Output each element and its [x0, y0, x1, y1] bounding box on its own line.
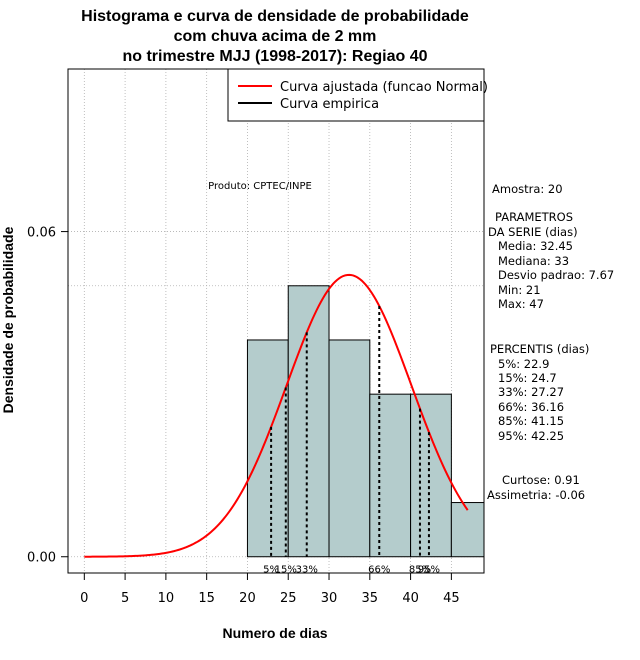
chart-title-line-3: no trimestre MJJ (1998-2017): Regiao 40 — [122, 48, 427, 65]
stat-percentis-heading: PERCENTIS (dias) — [490, 342, 589, 356]
x-tick-label-0: 0 — [80, 591, 88, 606]
stat-p85: 85%: 41.15 — [498, 414, 564, 428]
percentile-label-1: 15% — [275, 565, 297, 576]
hist-bar-2 — [328, 339, 371, 558]
stat-p95: 95%: 42.25 — [498, 429, 564, 443]
stat-mediana: Mediana: 33 — [498, 254, 569, 268]
stat-max: Max: 47 — [498, 297, 544, 311]
legend-box — [227, 68, 485, 122]
y-axis-title: Densidade de probabilidade — [0, 226, 16, 413]
percentile-label-3: 66% — [368, 565, 390, 576]
stat-p5: 5%: 22.9 — [498, 357, 549, 371]
percentile-label-4: 85% — [409, 565, 431, 576]
x-tick-label-6: 30 — [321, 591, 338, 606]
hist-bar-3 — [369, 393, 412, 558]
stat-min: Min: 21 — [498, 283, 541, 297]
legend: Curva ajustada (funcao Normal) Curva emp… — [227, 68, 488, 122]
stat-curtose: Curtose: 0.91 — [502, 473, 580, 487]
legend-label-empirical: Curva empirica — [280, 97, 379, 112]
x-tick-label-5: 25 — [280, 591, 297, 606]
x-tick-label-9: 45 — [443, 591, 460, 606]
histogram-bars — [246, 285, 485, 558]
x-tick-label-1: 5 — [121, 591, 129, 606]
percentile-label-5: 95% — [418, 565, 440, 576]
stat-parametros-heading: PARAMETROS — [495, 210, 573, 224]
chart-title-line-2: com chuva acima de 2 mm — [174, 28, 377, 45]
hist-bar-4 — [410, 393, 452, 558]
normal-fit-curve-layer — [84, 273, 469, 558]
stat-assimetria: Assimetria: -0.06 — [487, 488, 585, 502]
hist-bar-1 — [287, 285, 330, 558]
stat-media: Media: 32.45 — [498, 239, 573, 253]
legend-label-fitted: Curva ajustada (funcao Normal) — [280, 80, 488, 95]
y-tick-label-0: 0.00 — [27, 551, 56, 566]
stat-desvio-padrao: Desvio padrao: 7.67 — [498, 268, 614, 282]
stat-p33: 33%: 27.27 — [498, 385, 564, 399]
stat-amostra: Amostra: 20 — [492, 182, 563, 196]
stat-da-serie-heading: DA SERIE (dias) — [488, 225, 578, 239]
axes: 0 5 10 15 20 25 30 35 40 45 0.00 0.06 — [27, 68, 485, 606]
x-tick-label-8: 40 — [402, 591, 419, 606]
x-tick-label-7: 35 — [362, 591, 379, 606]
produto-label: Produto: CPTEC/INPE — [208, 181, 312, 192]
stat-p15: 15%: 24.7 — [498, 371, 557, 385]
x-axis-title: Numero de dias — [222, 625, 327, 641]
stat-p66: 66%: 36.16 — [498, 400, 564, 414]
percentile-label-0: 5% — [263, 565, 279, 576]
hist-bar-5 — [450, 502, 485, 558]
x-tick-label-4: 20 — [239, 591, 256, 606]
x-tick-label-3: 15 — [198, 591, 215, 606]
chart-title-line-1: Histograma e curva de densidade de proba… — [81, 8, 469, 25]
percentile-label-2: 33% — [296, 565, 318, 576]
hist-bar-0 — [246, 339, 289, 558]
stats-panel: Amostra: 20 PARAMETROS DA SERIE (dias) M… — [487, 182, 614, 502]
normal-fit-curve — [84, 273, 469, 558]
y-tick-label-1: 0.06 — [27, 226, 56, 241]
x-tick-label-2: 10 — [158, 591, 175, 606]
percentile-lines: 5%15%33% 66% 85%95% — [263, 305, 440, 576]
